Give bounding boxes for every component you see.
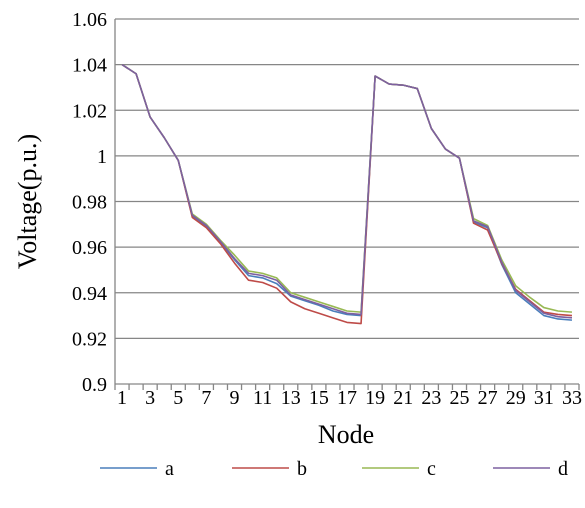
x-tick-label: 1 <box>117 387 127 409</box>
legend-label-b: b <box>297 458 307 480</box>
x-tick-label: 5 <box>173 387 183 409</box>
x-tick-label: 23 <box>421 387 441 409</box>
x-tick-label: 27 <box>478 387 498 409</box>
x-tick-label: 25 <box>449 387 469 409</box>
gridlines <box>115 18 579 340</box>
y-tick-labels: 0.9 0.92 0.94 0.96 0.98 1 1.02 1.04 1.06 <box>72 9 107 396</box>
y-tick-label: 0.98 <box>72 192 107 214</box>
x-tick-label: 11 <box>253 387 272 409</box>
series-line-a <box>121 63 573 321</box>
legend-label-d: d <box>558 458 568 480</box>
x-tick-label: 21 <box>393 387 413 409</box>
y-tick-label: 0.9 <box>82 374 107 396</box>
legend: a b c d <box>100 458 568 480</box>
x-tick-label: 33 <box>562 387 582 409</box>
x-tick-label: 31 <box>534 387 554 409</box>
y-tick-label: 1.06 <box>72 9 107 31</box>
x-tick-label: 29 <box>506 387 526 409</box>
series-line-b <box>121 63 573 325</box>
y-tick-label: 0.94 <box>72 283 107 305</box>
y-tick-label: 1.02 <box>72 100 107 122</box>
x-tick-label: 7 <box>201 387 211 409</box>
y-tick-label: 1.04 <box>72 55 107 77</box>
axes <box>114 19 580 390</box>
x-tick-label: 9 <box>230 387 240 409</box>
x-tick-label: 3 <box>145 387 155 409</box>
series-lines <box>121 63 573 325</box>
legend-label-a: a <box>165 458 174 480</box>
x-tick-label: 15 <box>309 387 329 409</box>
y-axis-title: Voltage(p.u.) <box>13 134 42 269</box>
y-tick-label: 0.96 <box>72 237 107 259</box>
y-tick-label: 0.92 <box>72 328 107 350</box>
series-line-d <box>121 63 573 319</box>
x-tick-label: 19 <box>365 387 385 409</box>
series-line-c <box>121 63 573 313</box>
x-tick-labels: 1 3 5 7 9 11 13 15 17 19 21 23 25 27 29 31 33 <box>117 387 582 409</box>
y-tick-label: 1 <box>97 146 107 168</box>
x-tick-label: 13 <box>281 387 301 409</box>
x-axis-title: Node <box>318 420 374 449</box>
x-tick-label: 17 <box>337 387 357 409</box>
legend-label-c: c <box>427 458 436 480</box>
